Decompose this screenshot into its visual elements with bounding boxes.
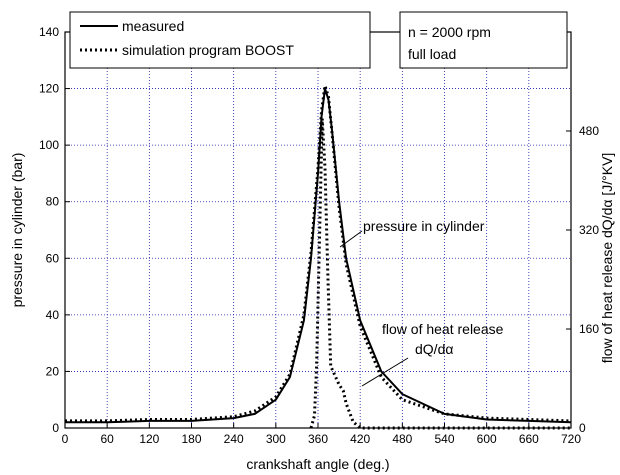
y-right-tick-label: 0 [579, 421, 586, 435]
grid-lines [65, 32, 571, 428]
x-tick-label: 660 [519, 432, 539, 446]
x-tick-label: 180 [181, 432, 201, 446]
y-left-tick-label: 140 [39, 25, 59, 39]
x-tick-label: 240 [224, 432, 244, 446]
y-left-tick-label: 100 [39, 138, 59, 152]
annotation-heat-leader [361, 357, 409, 387]
condition-box-frame [399, 11, 568, 69]
x-tick-label: 60 [100, 432, 114, 446]
y-axis-left-label: pressure in cylinder (bar) [9, 153, 25, 308]
y-left-tick-label: 0 [52, 421, 59, 435]
x-tick-label: 540 [434, 432, 454, 446]
chart-curves [65, 84, 572, 430]
y-right-tick-label: 160 [579, 322, 599, 336]
x-tick-label: 420 [350, 432, 370, 446]
x-axis-label: crankshaft angle (deg.) [246, 456, 389, 472]
legend-label-simulation: simulation program BOOST [122, 42, 294, 58]
series-line-2 [309, 117, 571, 430]
x-tick-label: 480 [392, 432, 412, 446]
y-left-tick-label: 80 [46, 195, 60, 209]
annotation-pressure-leader [339, 230, 363, 248]
x-tick-label: 600 [477, 432, 497, 446]
series-line-0 [65, 87, 572, 424]
annotation-heat-line2: dQ/dα [415, 341, 453, 357]
x-tick-label: 120 [139, 432, 159, 446]
legend: measured simulation program BOOST [69, 11, 371, 69]
x-tick-label: 720 [561, 432, 581, 446]
condition-load: full load [408, 46, 456, 62]
y-left-tick-label: 60 [46, 251, 60, 265]
annotation-pressure: pressure in cylinder [363, 218, 485, 234]
series-line-1 [65, 84, 572, 423]
y-right-tick-label: 320 [579, 223, 599, 237]
y-left-tick-label: 20 [46, 364, 60, 378]
x-tick-label: 0 [62, 432, 69, 446]
condition-speed: n = 2000 rpm [408, 24, 491, 40]
x-tick-label: 300 [266, 432, 286, 446]
y-left-tick-label: 120 [39, 82, 59, 96]
axis-ticks: 0 60 120 180 240 300 360 420 480 540 600 660 7200204… [39, 25, 599, 446]
x-tick-label: 360 [308, 432, 328, 446]
y-left-tick-label: 40 [46, 308, 60, 322]
annotation-heat-line1: flow of heat release [382, 321, 504, 337]
y-right-tick-label: 480 [579, 124, 599, 138]
condition-box: n = 2000 rpm full load [399, 11, 568, 69]
legend-box [69, 11, 371, 69]
y-axis-right-label: flow of heat release dQ/dα [J/°KV] [599, 153, 615, 364]
legend-label-measured: measured [122, 18, 184, 34]
